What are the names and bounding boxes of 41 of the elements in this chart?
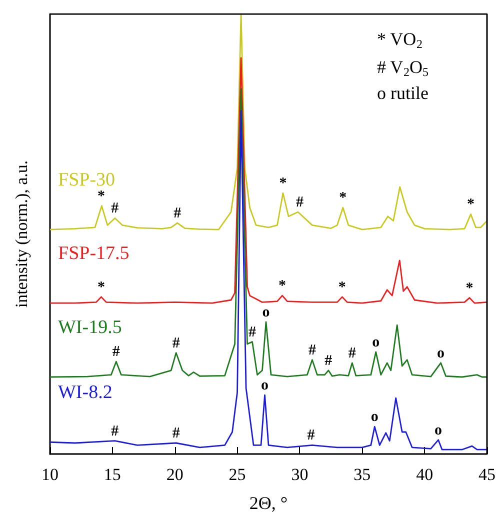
series-label: FSP-30 [58, 170, 116, 191]
annotation: o [437, 345, 445, 362]
y-axis-title: intensity (norm.), a.u. [12, 160, 31, 308]
x-tick-label: 45 [478, 465, 496, 484]
series-label: WI-19.5 [58, 317, 122, 338]
annotation: # [111, 200, 120, 217]
text: FSP-17.5 [58, 243, 130, 264]
annotation: # [111, 423, 120, 440]
annotation: # [172, 426, 180, 442]
x-tick-label: 40 [416, 465, 434, 484]
annotation: o [262, 304, 270, 320]
annotation: * [97, 279, 105, 296]
annotation: # [248, 324, 257, 340]
annotation: o [370, 409, 378, 426]
annotation: * [466, 280, 474, 296]
annotation: o [372, 334, 380, 350]
annotation: # [348, 345, 356, 362]
annotation: o rutile [377, 83, 428, 103]
x-tick-label: 20 [166, 465, 184, 484]
annotation: # [307, 428, 316, 444]
annotation: o [434, 422, 442, 438]
annotation: # [296, 194, 304, 210]
x-tick-label: 35 [354, 465, 371, 484]
annotation: * [278, 278, 286, 294]
series-label: WI-8.2 [58, 382, 112, 404]
x-tick-label: 30 [291, 465, 308, 484]
x-tick-label: 10 [42, 465, 58, 484]
annotation: * [338, 279, 346, 296]
x-tick-label: 25 [228, 465, 246, 484]
annotation: * [279, 176, 287, 192]
x-axis-title: 2Θ, ° [249, 493, 288, 513]
annotation: * [339, 190, 347, 206]
x-tick-label: 15 [104, 465, 121, 484]
annotation: # [308, 342, 316, 358]
annotation: # [174, 206, 182, 222]
annotation: # [172, 335, 180, 352]
annotation: # [324, 352, 333, 369]
annotation: * [97, 188, 105, 204]
annotation: * [467, 196, 475, 213]
annotation: # [112, 344, 120, 360]
annotation: o [261, 378, 269, 394]
